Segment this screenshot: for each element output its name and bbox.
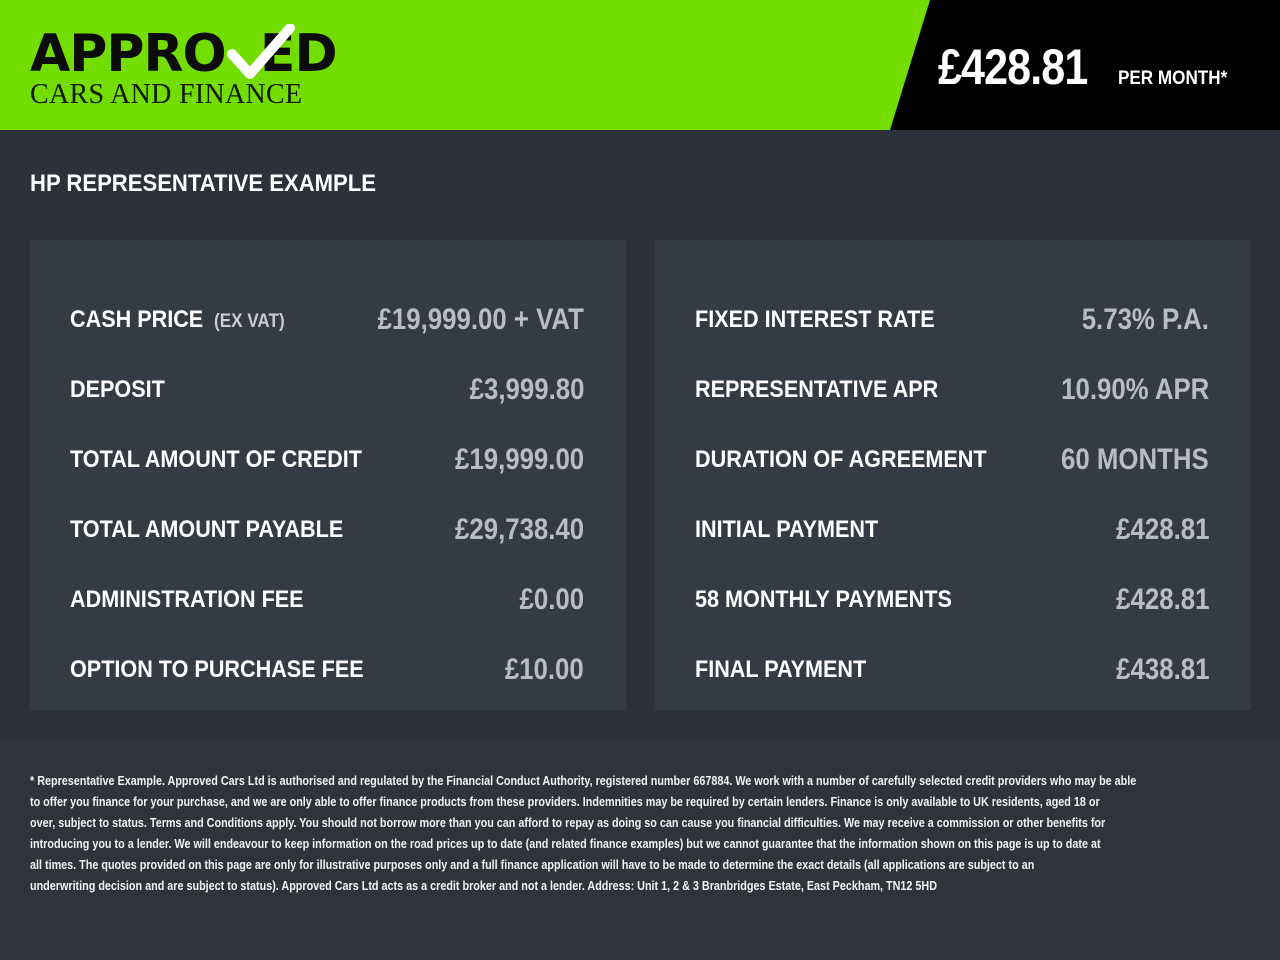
finance-details-right: FIXED INTEREST RATE 5.73% P.A. REPRESENT… bbox=[655, 240, 1251, 710]
row-duration: DURATION OF AGREEMENT 60 MONTHS bbox=[695, 425, 1209, 495]
disclaimer-line: to offer you finance for your purchase, … bbox=[30, 794, 1100, 809]
checkmark-icon bbox=[227, 24, 295, 79]
section-title: HP REPRESENTATIVE EXAMPLE bbox=[30, 170, 376, 197]
row-label: DURATION OF AGREEMENT bbox=[695, 446, 987, 473]
row-label: TOTAL AMOUNT PAYABLE bbox=[70, 516, 344, 543]
row-monthly-payments: 58 MONTHLY PAYMENTS £428.81 bbox=[695, 565, 1209, 635]
row-total-payable: TOTAL AMOUNT PAYABLE £29,738.40 bbox=[70, 495, 584, 565]
price-value: £428.81 bbox=[938, 39, 1088, 95]
row-label: ADMINISTRATION FEE bbox=[70, 586, 304, 613]
row-label: INITIAL PAYMENT bbox=[695, 516, 879, 543]
row-value: £3,999.80 bbox=[469, 373, 584, 406]
finance-details-left: CASH PRICE (EX VAT) £19,999.00 + VAT DEPO… bbox=[30, 240, 626, 710]
row-option-fee: OPTION TO PURCHASE FEE £10.00 bbox=[70, 635, 584, 705]
row-value: 5.73% P.A. bbox=[1081, 303, 1209, 336]
disclaimer-line: introducing you to a lender. We will end… bbox=[30, 836, 1101, 851]
row-label: REPRESENTATIVE APR bbox=[695, 376, 939, 403]
row-value: £19,999.00 + VAT bbox=[377, 303, 584, 336]
row-value: £428.81 bbox=[1115, 513, 1209, 546]
row-total-credit: TOTAL AMOUNT OF CREDIT £19,999.00 bbox=[70, 425, 584, 495]
row-value: £10.00 bbox=[505, 653, 584, 686]
row-label: FINAL PAYMENT bbox=[695, 656, 867, 683]
row-value: £0.00 bbox=[519, 583, 584, 616]
row-value: 60 MONTHS bbox=[1061, 443, 1209, 476]
disclaimer: * Representative Example. Approved Cars … bbox=[0, 740, 1280, 960]
row-value: £29,738.40 bbox=[454, 513, 584, 546]
row-cash-price: CASH PRICE (EX VAT) £19,999.00 + VAT bbox=[70, 285, 584, 355]
logo-tagline: CARS AND FINANCE bbox=[30, 79, 303, 110]
monthly-price: £428.81 PER MONTH* bbox=[938, 38, 1239, 96]
row-label: CASH PRICE (EX VAT) bbox=[70, 306, 285, 333]
row-label: TOTAL AMOUNT OF CREDIT bbox=[70, 446, 362, 473]
header: APPRO ED CARS AND FINANCE £428.81 PER MO… bbox=[0, 0, 1280, 130]
row-final-payment: FINAL PAYMENT £438.81 bbox=[695, 635, 1209, 705]
disclaimer-line: underwriting decision and are subject to… bbox=[30, 878, 938, 893]
row-label: 58 MONTHLY PAYMENTS bbox=[695, 586, 952, 613]
row-deposit: DEPOSIT £3,999.80 bbox=[70, 355, 584, 425]
logo-wordmark: APPRO ED bbox=[30, 24, 338, 84]
row-label: FIXED INTEREST RATE bbox=[695, 306, 935, 333]
row-label: OPTION TO PURCHASE FEE bbox=[70, 656, 364, 683]
logo: APPRO ED CARS AND FINANCE bbox=[30, 24, 338, 110]
row-value: £428.81 bbox=[1115, 583, 1209, 616]
disclaimer-line: over, subject to status. Terms and Condi… bbox=[30, 815, 1106, 830]
row-initial-payment: INITIAL PAYMENT £428.81 bbox=[695, 495, 1209, 565]
disclaimer-line: * Representative Example. Approved Cars … bbox=[30, 773, 1137, 788]
disclaimer-line: all times. The quotes provided on this p… bbox=[30, 857, 1035, 872]
row-note: (EX VAT) bbox=[214, 311, 285, 332]
row-value: £19,999.00 bbox=[454, 443, 584, 476]
brand-banner bbox=[0, 0, 930, 130]
row-admin-fee: ADMINISTRATION FEE £0.00 bbox=[70, 565, 584, 635]
price-unit: PER MONTH* bbox=[1118, 68, 1228, 89]
row-label: DEPOSIT bbox=[70, 376, 165, 403]
row-apr: REPRESENTATIVE APR 10.90% APR bbox=[695, 355, 1209, 425]
row-value: 10.90% APR bbox=[1060, 373, 1209, 406]
row-value: £438.81 bbox=[1115, 653, 1209, 686]
row-interest-rate: FIXED INTEREST RATE 5.73% P.A. bbox=[695, 285, 1209, 355]
